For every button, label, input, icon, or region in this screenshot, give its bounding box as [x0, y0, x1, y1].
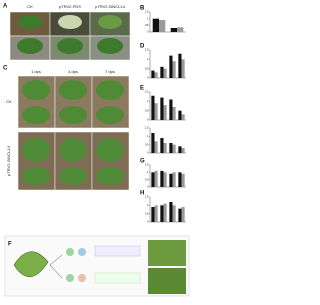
bar [178, 146, 182, 153]
panel-letter: D [140, 44, 145, 50]
bar [163, 172, 167, 187]
panel-letter: E [140, 86, 144, 92]
y-tick-label: 0 [147, 221, 149, 224]
y-tick-label: 1 [147, 171, 149, 174]
y-tick-label: 1.5 [145, 127, 149, 130]
bar [160, 170, 164, 187]
leaves [22, 80, 124, 185]
bar [172, 205, 176, 222]
bar [159, 20, 166, 32]
bar [172, 172, 176, 187]
y-tick-label: 1 [147, 17, 149, 20]
bar [169, 173, 173, 187]
y-tick-label: 1.5 [145, 196, 149, 199]
y-tick-label: 0.5 [145, 109, 149, 112]
column-label: 1 dps [31, 69, 41, 74]
bar [160, 97, 164, 120]
bar [178, 172, 182, 187]
bar [154, 205, 158, 222]
panel-letter: C [3, 66, 8, 72]
y-tick-label: 1.5 [145, 11, 149, 14]
bar [160, 138, 164, 153]
bar [178, 53, 182, 78]
bar [151, 95, 155, 120]
bar [172, 61, 176, 78]
y-tick-label: 0 [147, 119, 149, 122]
y-tick-label: 0.5 [145, 143, 149, 146]
bar [154, 103, 158, 120]
leaves [17, 15, 123, 54]
y-tick-label: 0.5 [145, 67, 149, 70]
panel-c-photos [17, 75, 130, 191]
bar [181, 114, 185, 120]
bar [181, 173, 185, 187]
y-tick-label: 0.5 [145, 212, 149, 215]
row-label: CK [6, 99, 12, 104]
y-tick-label: 1 [147, 100, 149, 103]
bar [151, 133, 155, 153]
bar [169, 202, 173, 222]
column-label: 7 dps [105, 69, 115, 74]
panel-a-photos [9, 11, 131, 61]
column-label: 4 dps [68, 69, 78, 74]
bar [163, 143, 167, 153]
y-tick-label: 0 [147, 31, 149, 34]
figure: A CK pTRV2-PDS pTRV2-SlNCL14 C 1 dps 4 d… [3, 4, 190, 297]
bar [169, 99, 173, 120]
bar [181, 207, 185, 222]
bar [154, 170, 158, 187]
bar [152, 18, 159, 32]
bar [154, 141, 158, 153]
panel-letter: B [140, 6, 145, 12]
bar [181, 59, 185, 78]
column-label: pTRV2-SlNCL14 [95, 4, 125, 9]
bar [177, 27, 184, 32]
bar [154, 72, 158, 78]
panel-letter: F [8, 242, 12, 248]
y-tick-label: 0 [147, 77, 149, 80]
bar [169, 143, 173, 153]
bar [163, 105, 167, 120]
y-tick-label: 0 [147, 186, 149, 189]
y-tick-label: 1.5 [145, 49, 149, 52]
bar [178, 110, 182, 120]
bar [172, 106, 176, 120]
column-label: CK [27, 4, 33, 9]
bar [163, 68, 167, 78]
bar [178, 208, 182, 222]
row-label: pTRV2-SlNCL14 [6, 145, 11, 175]
panel-letter: A [3, 4, 8, 10]
y-tick-label: 0.5 [145, 24, 149, 27]
column-label: pTRV2-PDS [59, 4, 81, 9]
y-tick-label: 1 [147, 58, 149, 61]
bar [151, 207, 155, 222]
bar [170, 28, 177, 32]
y-tick-label: 1 [147, 135, 149, 138]
diagram [4, 235, 190, 297]
bar [169, 55, 173, 78]
y-tick-label: 1.5 [145, 164, 149, 167]
panel-letter: G [140, 159, 145, 165]
y-tick-label: 0.5 [145, 178, 149, 181]
y-tick-label: 0 [147, 152, 149, 155]
y-tick-label: 1 [147, 204, 149, 207]
y-tick-label: 1.5 [145, 91, 149, 94]
bar [151, 70, 155, 78]
bar [151, 172, 155, 187]
bar [172, 144, 176, 153]
bar [160, 205, 164, 222]
panel-letter: H [140, 191, 144, 197]
bar [160, 66, 164, 78]
bar [163, 203, 167, 222]
bar [181, 148, 185, 153]
